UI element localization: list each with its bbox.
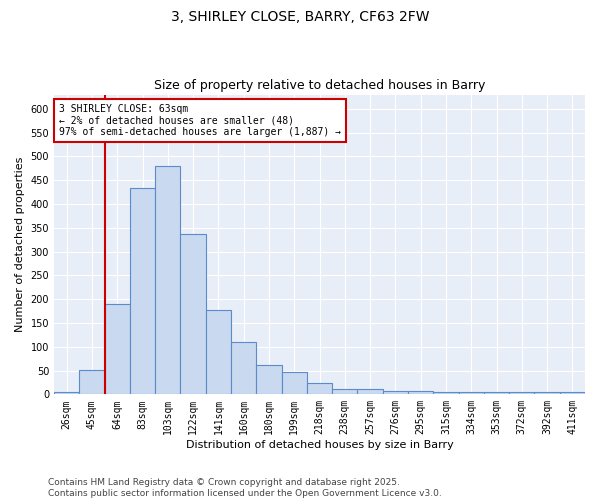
Text: 3, SHIRLEY CLOSE, BARRY, CF63 2FW: 3, SHIRLEY CLOSE, BARRY, CF63 2FW [171, 10, 429, 24]
Bar [54, 392, 79, 394]
Bar [155, 166, 181, 394]
Bar [509, 392, 535, 394]
Bar [358, 389, 383, 394]
Title: Size of property relative to detached houses in Barry: Size of property relative to detached ho… [154, 79, 485, 92]
Bar [281, 372, 307, 394]
Bar [408, 392, 433, 394]
X-axis label: Distribution of detached houses by size in Barry: Distribution of detached houses by size … [185, 440, 454, 450]
Bar [560, 392, 585, 394]
Text: 3 SHIRLEY CLOSE: 63sqm
← 2% of detached houses are smaller (48)
97% of semi-deta: 3 SHIRLEY CLOSE: 63sqm ← 2% of detached … [59, 104, 341, 136]
Bar [181, 234, 206, 394]
Text: Contains HM Land Registry data © Crown copyright and database right 2025.
Contai: Contains HM Land Registry data © Crown c… [48, 478, 442, 498]
Bar [231, 342, 256, 394]
Bar [433, 392, 458, 394]
Y-axis label: Number of detached properties: Number of detached properties [15, 157, 25, 332]
Bar [332, 389, 358, 394]
Bar [535, 392, 560, 394]
Bar [79, 370, 104, 394]
Bar [130, 188, 155, 394]
Bar [307, 384, 332, 394]
Bar [458, 392, 484, 394]
Bar [206, 310, 231, 394]
Bar [256, 365, 281, 394]
Bar [104, 304, 130, 394]
Bar [484, 392, 509, 394]
Bar [383, 391, 408, 394]
